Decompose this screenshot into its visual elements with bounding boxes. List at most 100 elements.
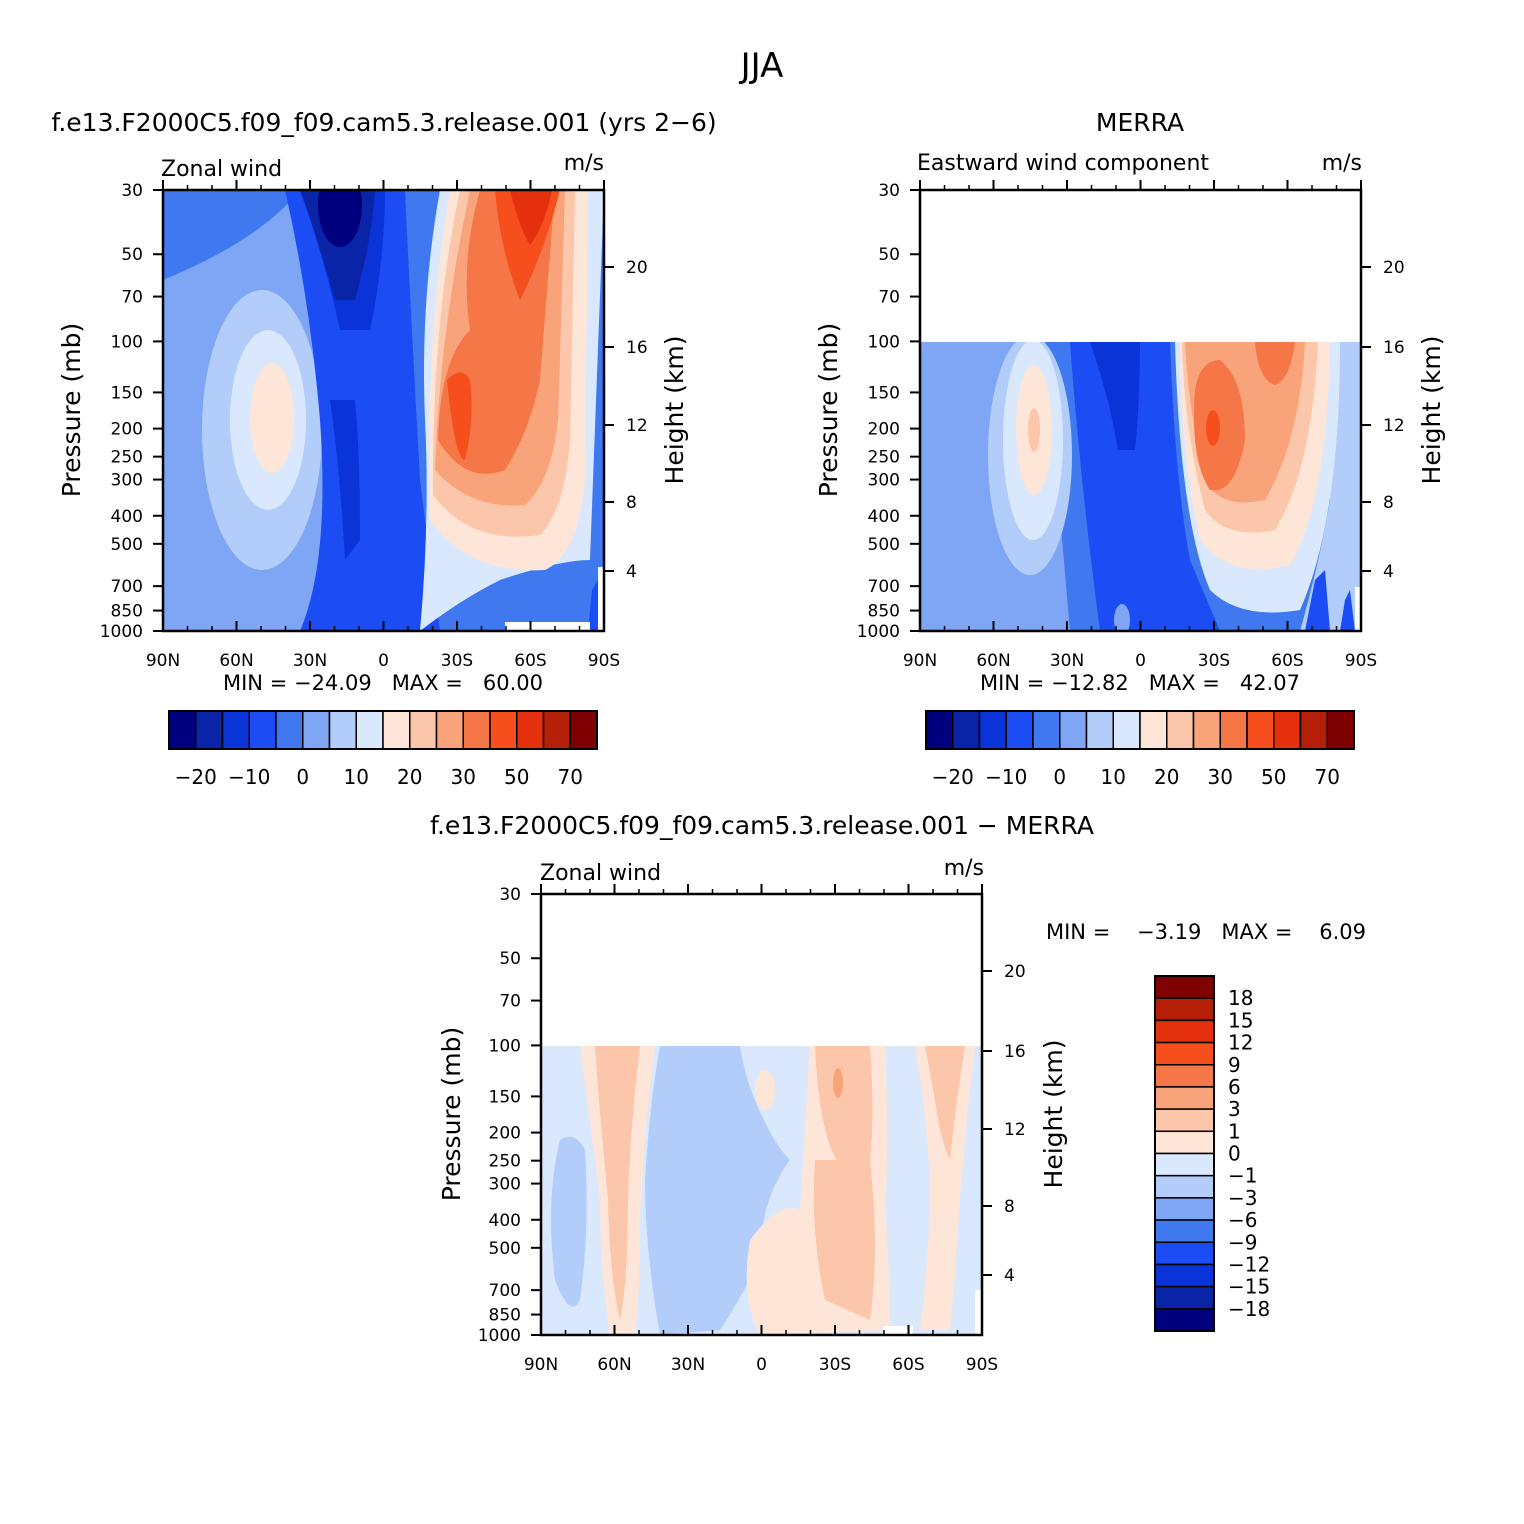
diff-colorbar-box (1154, 975, 1215, 999)
model-pressure-tick-label: 100 (111, 332, 143, 352)
diff-pressure-tick-label: 30 (499, 885, 521, 905)
diff-colorbar-box (1154, 1152, 1215, 1177)
merra-min-max: MIN = −12.82 MAX = 42.07 (980, 671, 1300, 695)
merra-pressure-tick-label: 1000 (857, 622, 900, 642)
diff-pressure-tick-label: 100 (489, 1036, 521, 1056)
model-colorbar-box (489, 710, 518, 750)
diff-panel: f.e13.F2000C5.f09_f09.cam5.3.release.001… (430, 811, 1366, 1375)
model-lat-tick-label: 90N (146, 651, 180, 671)
merra-pressure-tick-label: 850 (868, 602, 900, 622)
diff-y-right-label: Height (km) (1039, 1040, 1068, 1189)
merra-height-tick-label: 4 (1383, 562, 1394, 582)
merra-height-tick-label: 20 (1383, 258, 1405, 278)
diff-lat-tick-label: 90S (966, 1355, 998, 1375)
diff-colorbar-label: 18 (1228, 986, 1253, 1010)
model-units-label: m/s (564, 151, 604, 176)
diff-colorbar-box (1154, 1285, 1215, 1310)
diff-lat-tick-label: 30N (671, 1355, 705, 1375)
model-colorbar-box (195, 710, 224, 750)
model-height-tick-label: 8 (626, 493, 637, 513)
merra-pressure-tick-label: 70 (878, 288, 900, 308)
diff-colorbar-label: 15 (1228, 1008, 1253, 1032)
diff-colorbar-label: −9 (1228, 1230, 1257, 1254)
model-y-right-label: Height (km) (660, 336, 689, 485)
diff-colorbar-label: −15 (1228, 1275, 1270, 1299)
diff-colorbar-label: 1 (1228, 1119, 1241, 1143)
merra-colorbar-box (1246, 710, 1275, 750)
merra-pressure-tick-label: 500 (868, 535, 900, 555)
model-panel: f.e13.F2000C5.f09_f09.cam5.3.release.001… (51, 108, 716, 789)
merra-colorbar-box (1166, 710, 1195, 750)
diff-colorbar-label: 12 (1228, 1031, 1253, 1055)
diff-colorbar-box (1154, 1041, 1215, 1066)
model-colorbar-box (569, 710, 598, 750)
diff-colorbar-label: 9 (1228, 1053, 1241, 1077)
model-colorbar-box (328, 710, 357, 750)
model-colorbar-box (409, 710, 438, 750)
diff-units-label: m/s (944, 856, 984, 881)
diff-y-left-label: Pressure (mb) (437, 1027, 466, 1201)
model-colorbar-label: 0 (296, 765, 309, 789)
season-title: JJA (739, 46, 784, 86)
merra-colorbar-box (978, 710, 1007, 750)
diff-pressure-tick-label: 200 (489, 1124, 521, 1144)
diff-variable-label: Zonal wind (540, 861, 661, 886)
diff-colorbar-label: −1 (1228, 1164, 1257, 1188)
merra-colorbar-box (1059, 710, 1088, 750)
merra-pressure-tick-label: 200 (868, 420, 900, 440)
merra-colorbar-box (952, 710, 981, 750)
merra-colorbar-box (1219, 710, 1248, 750)
model-lat-tick-label: 30S (441, 651, 473, 671)
model-colorbar-label: 50 (504, 765, 529, 789)
merra-colorbar-box (1085, 710, 1114, 750)
diff-height-tick-label: 20 (1004, 962, 1026, 982)
model-colorbar-label: 30 (451, 765, 476, 789)
diff-colorbar-frame (1154, 975, 1215, 1332)
diff-pressure-tick-label: 250 (489, 1152, 521, 1172)
diff-colorbar-box (1154, 1064, 1215, 1088)
diff-pressure-tick-label: 150 (489, 1087, 521, 1107)
model-pressure-tick-label: 300 (111, 471, 143, 491)
model-variable-label: Zonal wind (161, 157, 282, 182)
diff-pressure-tick-label: 850 (489, 1306, 521, 1326)
diff-colorbar-label: 0 (1228, 1142, 1241, 1166)
model-min-max: MIN = −24.09 MAX = 60.00 (223, 671, 543, 695)
diff-colorbar-label: −18 (1228, 1297, 1270, 1321)
merra-pressure-tick-label: 250 (868, 448, 900, 468)
merra-pressure-tick-label: 50 (878, 245, 900, 265)
diff-pressure-tick-label: 500 (489, 1239, 521, 1259)
merra-colorbar-box (1326, 710, 1355, 750)
diff-height-tick-label: 12 (1004, 1120, 1026, 1140)
merra-height-tick-label: 12 (1383, 416, 1405, 436)
diff-colorbar-label: 6 (1228, 1075, 1241, 1099)
model-colorbar-box (435, 710, 464, 750)
merra-colorbar-label: 10 (1101, 765, 1126, 789)
model-pressure-tick-label: 250 (111, 448, 143, 468)
merra-panel-header: MERRA (1096, 108, 1184, 137)
model-colorbar-box (168, 710, 197, 750)
diff-contour-field (541, 1046, 982, 1335)
model-pressure-tick-label: 500 (111, 535, 143, 555)
diff-lat-tick-label: 90N (524, 1355, 558, 1375)
merra-lat-tick-label: 60S (1271, 651, 1303, 671)
merra-colorbar-box (1273, 710, 1302, 750)
merra-colorbar-box (1192, 710, 1221, 750)
merra-colorbar: −20 −10 0 10 20 30 50 70 (925, 710, 1355, 789)
model-colorbar-box (382, 710, 411, 750)
merra-colorbar-label: 70 (1315, 765, 1340, 789)
model-pressure-tick-label: 700 (111, 577, 143, 597)
model-colorbar-box (516, 710, 545, 750)
model-colorbar-box (542, 710, 571, 750)
merra-pressure-tick-label: 400 (868, 507, 900, 527)
merra-lat-tick-label: 60N (976, 651, 1010, 671)
merra-colorbar-box (1112, 710, 1141, 750)
diff-height-tick-label: 4 (1004, 1266, 1015, 1286)
model-colorbar-box (355, 710, 384, 750)
merra-colorbar-box (1299, 710, 1328, 750)
model-pressure-tick-label: 70 (121, 288, 143, 308)
merra-contour-field (920, 342, 1361, 631)
merra-y-right-label: Height (km) (1417, 336, 1446, 485)
diff-pressure-tick-label: 50 (499, 949, 521, 969)
